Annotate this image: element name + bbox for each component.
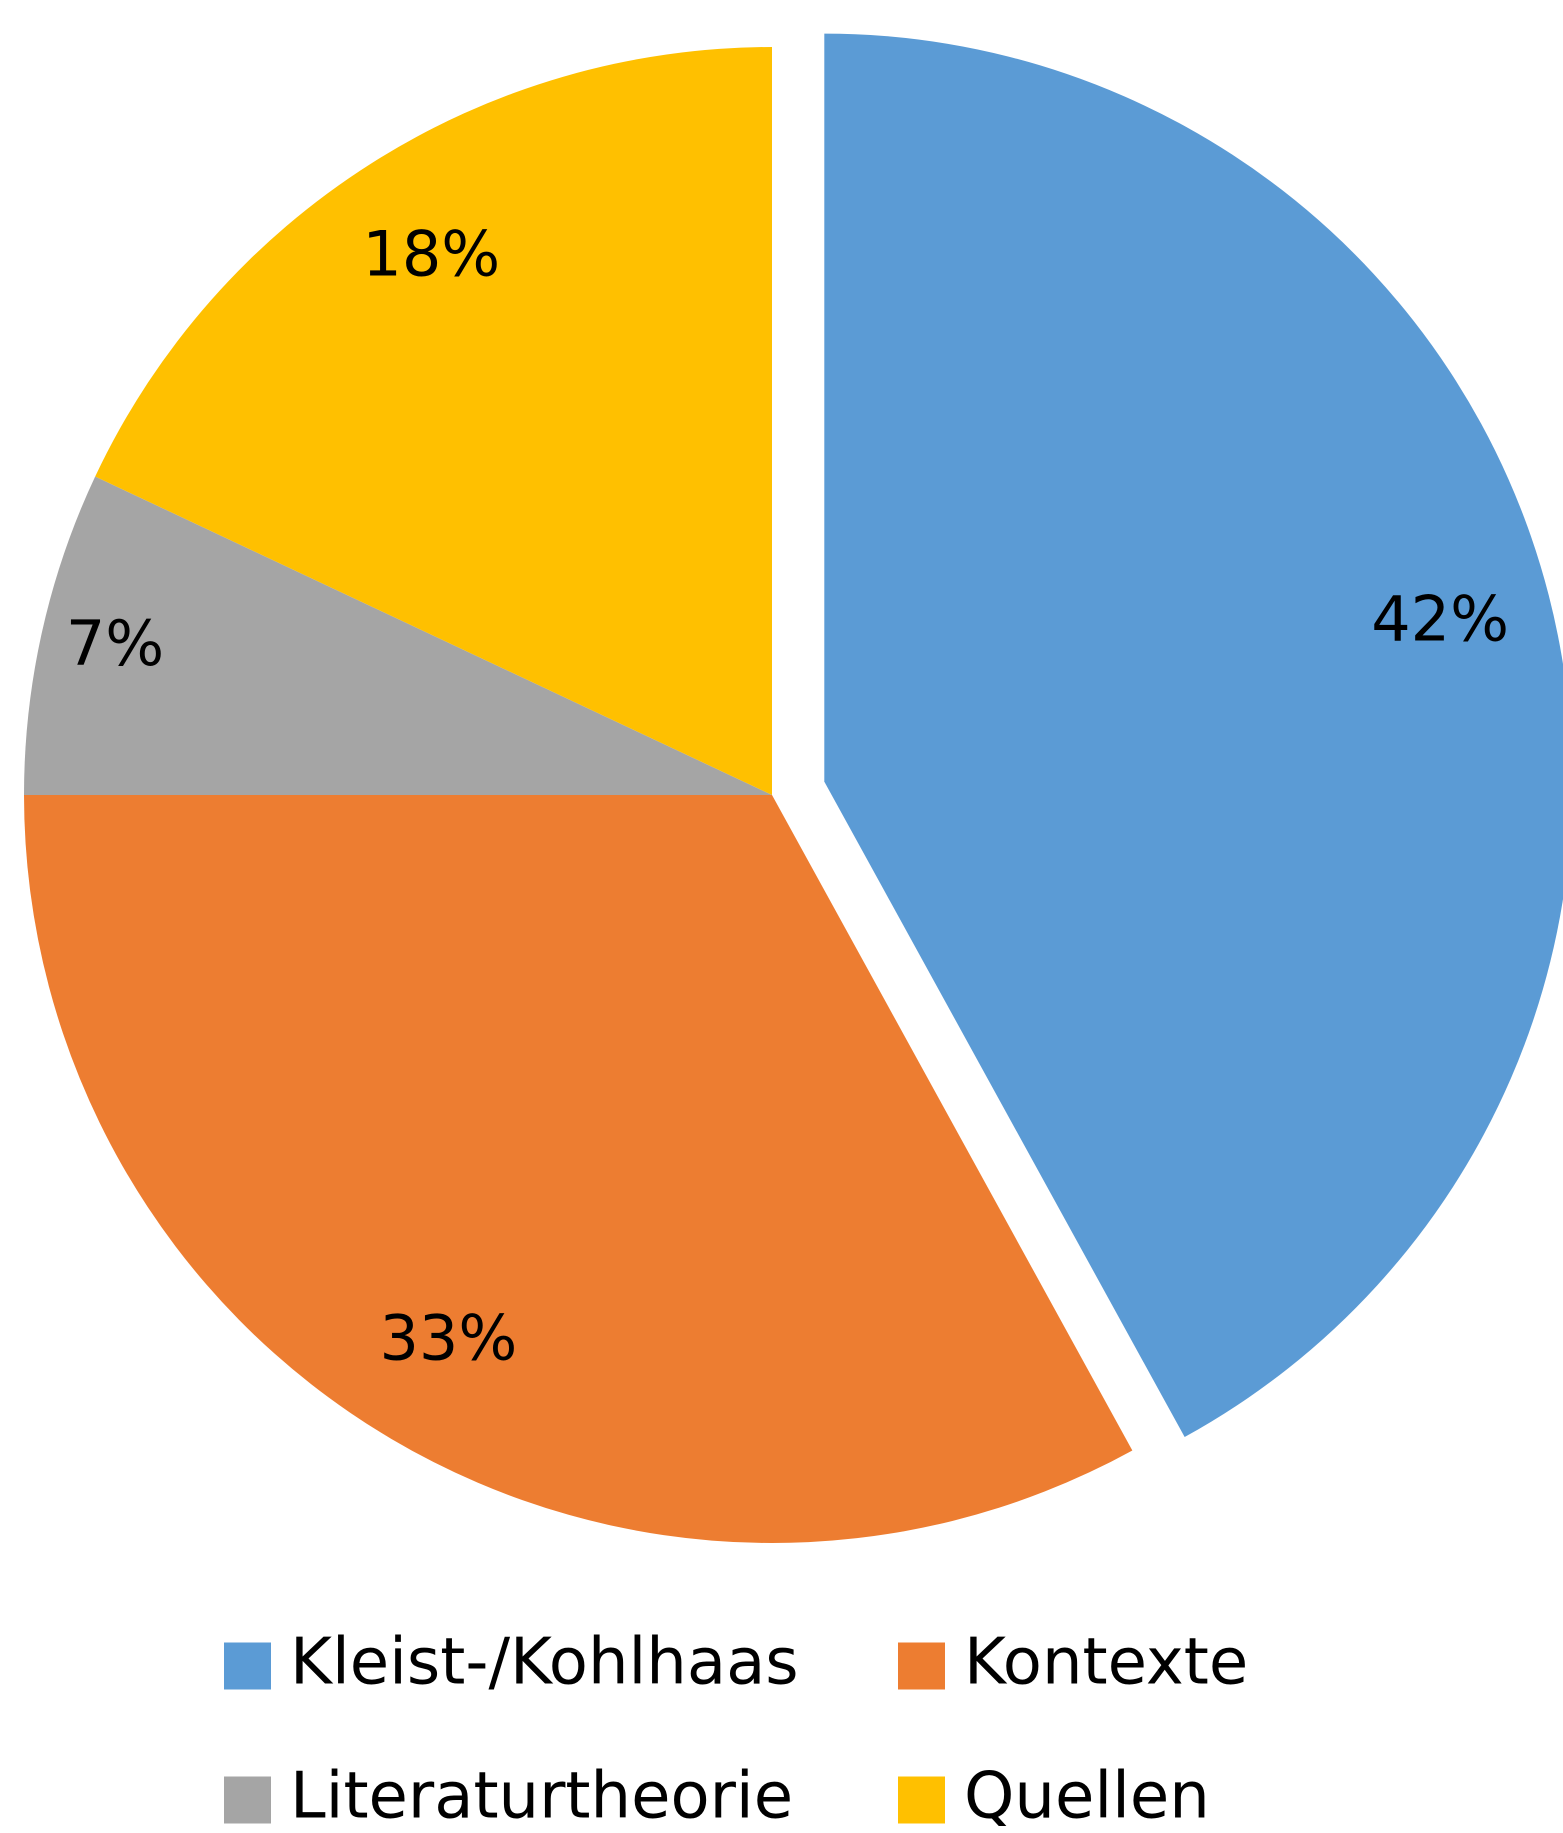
pie-slice [824, 33, 1563, 1438]
legend-label: Literaturtheorie [290, 1760, 793, 1833]
legend-swatch [898, 1776, 945, 1824]
legend-label: Kleist-/Kohlhaas [290, 1626, 799, 1700]
legend-swatch [224, 1642, 271, 1690]
data-label: 18% [362, 217, 500, 290]
data-label: 7% [66, 607, 164, 680]
legend-label: Kontexte [964, 1626, 1248, 1700]
legend-swatch [898, 1642, 945, 1690]
legend-label: Quellen [964, 1760, 1210, 1833]
data-label: 33% [379, 1301, 517, 1374]
pie-slice [24, 795, 1133, 1544]
legend-swatch [224, 1776, 271, 1824]
pie-slice [24, 476, 772, 795]
pie-slice [95, 47, 773, 795]
data-label: 42% [1371, 583, 1509, 656]
